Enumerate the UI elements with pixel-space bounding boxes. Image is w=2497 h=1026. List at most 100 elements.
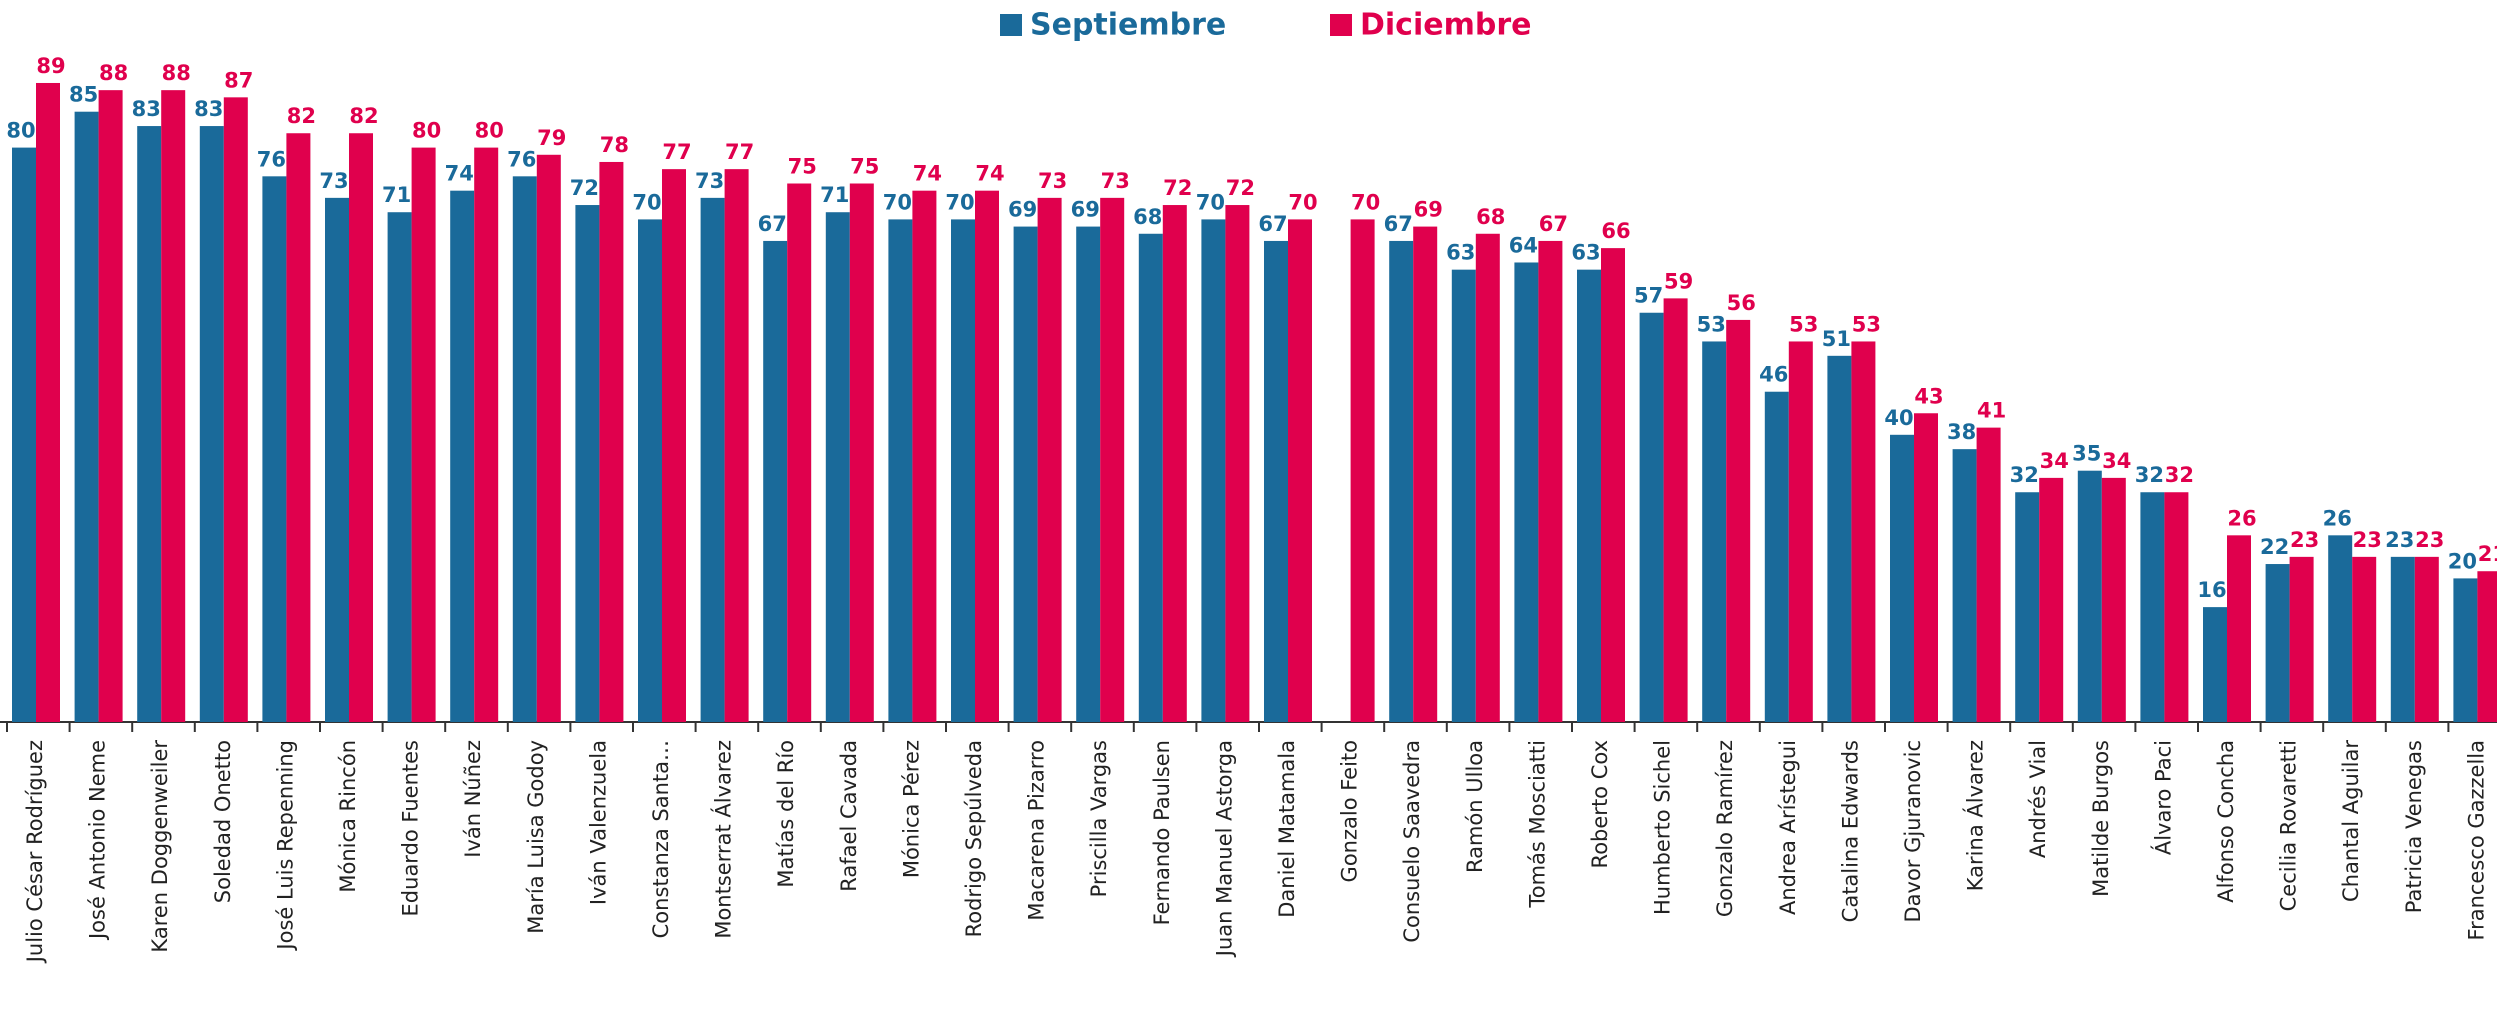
- x-tick-label: Montserrat Álvarez: [711, 740, 736, 939]
- bar: [2390, 556, 2415, 722]
- bar: [2453, 578, 2478, 722]
- bar: [575, 205, 600, 723]
- value-label: 88: [99, 61, 128, 85]
- value-label: 73: [1038, 169, 1067, 193]
- bar: [1100, 197, 1125, 723]
- x-tick-label: Consuelo Saavedra: [1400, 740, 1424, 943]
- bar: [1264, 240, 1288, 722]
- x-tick-label: Eduardo Fuentes: [399, 740, 423, 916]
- bar: [2328, 535, 2353, 722]
- value-label: 57: [1634, 284, 1663, 308]
- x-tick-label: Gonzalo Feito: [1338, 740, 1362, 882]
- value-label: 85: [69, 83, 98, 107]
- bar: [325, 197, 349, 723]
- x-tick-label: Davor Gjuranovic: [1901, 740, 1925, 923]
- bar: [1764, 391, 1789, 722]
- bar: [2352, 556, 2377, 722]
- bar: [286, 133, 311, 723]
- x-tick-label: Fernando Paulsen: [1150, 740, 1174, 925]
- value-label: 71: [820, 183, 849, 207]
- x-tick-label: Daniel Matamala: [1275, 740, 1299, 918]
- bar: [12, 147, 36, 723]
- bar: [1851, 341, 1876, 722]
- value-label: 66: [1601, 219, 1630, 243]
- x-tick-label: Mónica Rincón: [336, 740, 360, 893]
- x-tick-label: Roberto Cox: [1588, 740, 1612, 868]
- x-tick-label: Soledad Onetto: [211, 740, 235, 903]
- x-tick-label: Francesco Gazzella: [2464, 740, 2488, 940]
- bar: [2140, 492, 2165, 722]
- value-label: 63: [1571, 241, 1600, 265]
- bar: [1538, 240, 1563, 722]
- x-tick-label: Julio César Rodríguez: [23, 740, 47, 964]
- bar: [1726, 319, 1751, 722]
- value-label: 67: [758, 212, 787, 236]
- bar: [1389, 240, 1414, 722]
- value-label: 63: [1446, 241, 1475, 265]
- bar: [1976, 427, 2001, 722]
- value-label: 72: [1226, 176, 1255, 200]
- bar: [2227, 535, 2251, 722]
- value-label: 70: [883, 190, 912, 214]
- bar: [1013, 226, 1038, 722]
- bar: [74, 111, 99, 722]
- x-tick-label: Constanza Santa…: [649, 740, 673, 938]
- bar: [2015, 492, 2040, 722]
- value-label: 82: [287, 104, 316, 128]
- x-tick-label: Andrés Vial: [2026, 740, 2050, 858]
- x-tick-label: Ramón Ulloa: [1463, 740, 1487, 873]
- value-label: 75: [788, 155, 817, 179]
- value-label: 70: [1196, 190, 1225, 214]
- bar: [1413, 226, 1438, 722]
- value-label: 20: [2448, 549, 2477, 573]
- value-label: 69: [1008, 198, 1037, 222]
- bar: [599, 161, 624, 722]
- bar: [2265, 564, 2290, 722]
- bar: [36, 82, 60, 723]
- value-label: 67: [1384, 212, 1413, 236]
- x-tick-label: Humberto Sichel: [1651, 740, 1675, 915]
- x-tick-label: José Luis Repenning: [273, 740, 297, 952]
- value-label: 53: [1789, 312, 1818, 336]
- bar: [2101, 477, 2126, 722]
- bar: [161, 90, 186, 722]
- value-label: 69: [1414, 198, 1443, 222]
- value-label: 74: [445, 162, 474, 186]
- value-label: 35: [2072, 442, 2101, 466]
- value-label: 53: [1697, 312, 1726, 336]
- value-label: 79: [537, 126, 566, 150]
- value-label: 75: [850, 155, 879, 179]
- value-label: 72: [570, 176, 599, 200]
- bar: [262, 176, 287, 722]
- bar: [1827, 355, 1852, 722]
- bar: [951, 219, 975, 722]
- value-label: 41: [1977, 399, 2006, 423]
- bar: [1601, 248, 1625, 722]
- value-label: 23: [2385, 528, 2414, 552]
- x-tick-label: Karen Doggenweiler: [148, 740, 172, 953]
- value-label: 76: [507, 147, 536, 171]
- value-label: 80: [6, 119, 35, 143]
- bar: [1076, 226, 1101, 722]
- value-label: 67: [1539, 212, 1568, 236]
- x-tick-label: Patricia Venegas: [2402, 740, 2426, 913]
- value-label: 71: [382, 183, 411, 207]
- bar: [662, 169, 686, 722]
- bar: [2477, 571, 2497, 722]
- x-tick-label: Alfonso Concha: [2214, 740, 2238, 903]
- bar: [912, 190, 937, 722]
- value-label: 53: [1852, 312, 1881, 336]
- bar: [199, 126, 224, 722]
- x-tick-label: Iván Núñez: [461, 740, 485, 858]
- x-tick-label: Juan Manuel Astorga: [1212, 740, 1236, 958]
- bar: [638, 219, 662, 722]
- bar: [2289, 556, 2314, 722]
- bar: [1201, 219, 1226, 722]
- bar: [763, 240, 788, 722]
- value-label: 34: [2102, 449, 2131, 473]
- bar: [825, 212, 850, 722]
- x-tick-label: Matilde Burgos: [2089, 740, 2113, 897]
- value-label: 16: [2197, 578, 2226, 602]
- bar: [1890, 434, 1914, 722]
- value-label: 21: [2478, 542, 2497, 566]
